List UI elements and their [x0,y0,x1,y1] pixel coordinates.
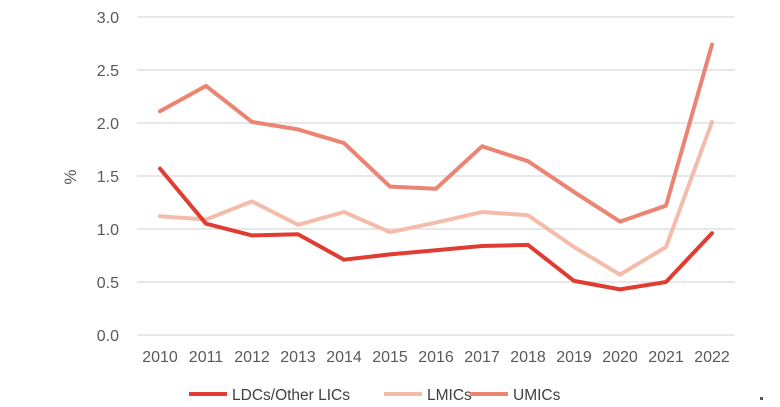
y-tick-label: 2.0 [97,116,119,133]
x-tick-label: 2011 [189,349,224,366]
legend-item: LMICs [384,387,472,404]
legend-label: LMICs [427,387,472,404]
y-tick-label: 0.5 [97,275,119,292]
gridlines [137,16,735,336]
y-tick-label: 0.0 [97,328,119,345]
y-tick-label: 2.5 [97,63,119,80]
x-tick-label: 2017 [464,349,500,366]
y-tick-label: 1.0 [97,222,119,239]
series-line-ldcs-other-lics [158,166,714,292]
x-tick-label: 2010 [142,349,178,366]
x-tick-label: 2021 [648,349,684,366]
x-tick-label: 2014 [326,349,362,366]
y-tick-label: 3.0 [97,10,119,27]
y-axis-ticks: 0.0 0.5 1.0 1.5 2.0 2.5 3.0 [97,10,119,345]
x-tick-label: 2018 [510,349,546,366]
x-axis-ticks: 2010 2011 2012 2013 2014 2015 2016 2017 2018 2019… [142,349,730,366]
legend-label: LDCs/Other LICs [232,387,350,404]
x-tick-label: 2015 [372,349,408,366]
x-tick-label: 2020 [602,349,638,366]
series-lines [158,42,714,292]
legend: LDCs/Other LICs LMICs UMICs [189,387,561,404]
series-line-lmics [158,119,714,277]
series-line-umics [158,42,714,224]
x-tick-label: 2012 [234,349,270,366]
x-tick-label: 2019 [556,349,592,366]
legend-item: UMICs [470,387,561,404]
legend-item: LDCs/Other LICs [189,387,350,404]
marker-dot [760,397,763,400]
x-tick-label: 2013 [280,349,316,366]
y-tick-label: 1.5 [97,169,119,186]
x-tick-label: 2016 [418,349,454,366]
y-axis-label: % [61,169,80,184]
x-tick-label: 2022 [694,349,730,366]
legend-label: UMICs [513,387,561,404]
